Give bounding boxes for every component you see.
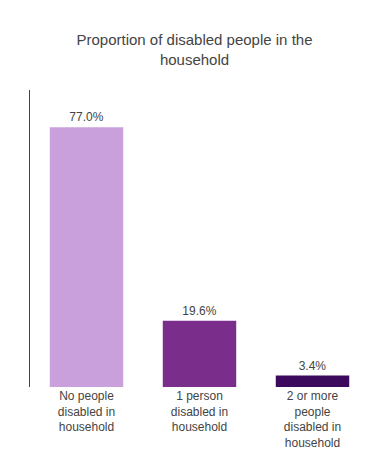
svg-text:1 persondisabled inhousehold: 1 persondisabled inhousehold xyxy=(171,389,228,434)
svg-text:3.4%: 3.4% xyxy=(299,359,327,373)
svg-text:Proportion of disabled people: Proportion of disabled people in thehous… xyxy=(76,31,312,68)
svg-text:77.0%: 77.0% xyxy=(69,110,103,124)
svg-text:19.6%: 19.6% xyxy=(182,304,216,318)
svg-text:2 or morepeopledisabled inhous: 2 or morepeopledisabled inhousehold xyxy=(284,389,341,450)
svg-text:No peopledisabled inhousehold: No peopledisabled inhousehold xyxy=(58,389,115,434)
